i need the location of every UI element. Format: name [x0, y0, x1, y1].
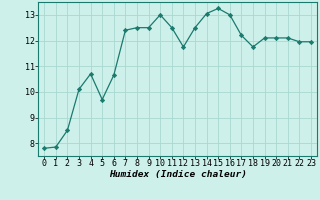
X-axis label: Humidex (Indice chaleur): Humidex (Indice chaleur) [108, 170, 247, 179]
